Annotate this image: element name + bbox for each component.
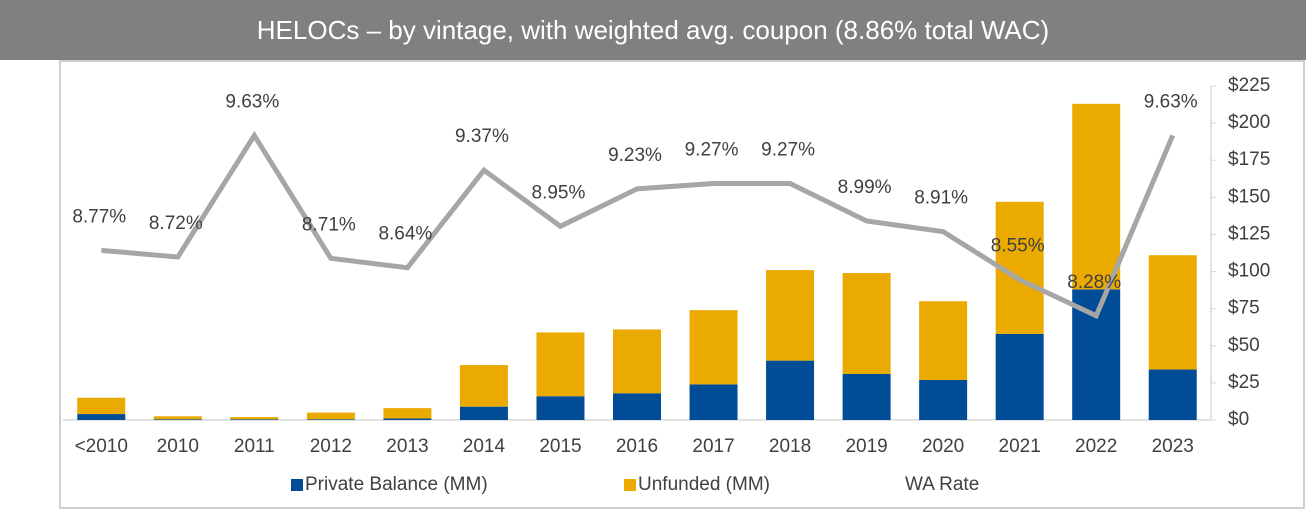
x-tick-label: 2018 bbox=[769, 436, 811, 457]
data-label: 8.91% bbox=[914, 188, 968, 209]
data-label: 8.72% bbox=[149, 213, 203, 234]
data-label: 8.77% bbox=[72, 206, 126, 227]
data-label: 9.27% bbox=[761, 140, 815, 161]
x-tick-label: 2014 bbox=[463, 436, 506, 457]
line bbox=[101, 130, 1176, 320]
bar bbox=[153, 416, 202, 420]
bar bbox=[1148, 369, 1197, 420]
bar bbox=[77, 414, 126, 420]
bar bbox=[613, 393, 661, 420]
legend-label: Private Balance (MM) bbox=[305, 474, 488, 495]
bar bbox=[1072, 103, 1121, 290]
data-label: 8.99% bbox=[838, 177, 892, 198]
x-tick-label: <2010 bbox=[75, 436, 128, 457]
bar bbox=[842, 273, 891, 374]
bar bbox=[306, 412, 355, 420]
legend-swatch bbox=[624, 479, 636, 491]
y-tick-label: $75 bbox=[1228, 298, 1260, 319]
x-tick-label: 2016 bbox=[616, 436, 658, 457]
data-label: 9.63% bbox=[1144, 91, 1198, 112]
data-label: 9.63% bbox=[225, 91, 279, 112]
data-label: 9.23% bbox=[608, 145, 662, 166]
x-tick-label: 2011 bbox=[234, 436, 275, 457]
x-tick-label: 2010 bbox=[157, 436, 199, 457]
y-tick-label: $25 bbox=[1228, 372, 1260, 393]
data-label: 8.55% bbox=[991, 236, 1045, 257]
x-tick-label: 2012 bbox=[310, 436, 352, 457]
chart-border bbox=[59, 60, 1305, 509]
y-tick-label: $175 bbox=[1228, 149, 1270, 170]
x-tick-label: 2017 bbox=[692, 436, 734, 457]
bar bbox=[306, 419, 355, 420]
legend-swatch bbox=[291, 479, 303, 491]
y-tick-label: $0 bbox=[1228, 409, 1249, 430]
data-label: 8.95% bbox=[532, 182, 586, 203]
bar bbox=[689, 310, 738, 385]
y-tick-label: $125 bbox=[1228, 223, 1270, 244]
x-tick-label: 2022 bbox=[1075, 436, 1117, 457]
y-tick-label: $50 bbox=[1228, 335, 1260, 356]
data-label: 8.64% bbox=[378, 224, 432, 245]
bar bbox=[459, 406, 508, 420]
bar bbox=[536, 332, 585, 397]
data-label: 8.71% bbox=[302, 214, 356, 235]
bar bbox=[919, 379, 968, 420]
bar bbox=[689, 384, 738, 420]
bar bbox=[383, 418, 432, 420]
bar bbox=[230, 417, 279, 420]
bar bbox=[613, 329, 661, 394]
bar bbox=[842, 373, 891, 420]
y-tick-label: $225 bbox=[1228, 75, 1270, 96]
data-label: 9.37% bbox=[455, 126, 509, 147]
y-tick-label: $100 bbox=[1228, 261, 1270, 282]
bar bbox=[995, 333, 1044, 420]
x-tick-label: 2020 bbox=[922, 436, 964, 457]
x-tick-label: 2023 bbox=[1152, 436, 1194, 457]
data-label: 8.28% bbox=[1067, 272, 1121, 293]
x-tick-label: 2013 bbox=[386, 436, 428, 457]
y-tick-label: $150 bbox=[1228, 186, 1270, 207]
bar bbox=[919, 301, 968, 380]
x-tick-label: 2021 bbox=[999, 436, 1041, 457]
x-tick-label: 2019 bbox=[845, 436, 887, 457]
bar bbox=[766, 360, 815, 420]
bar bbox=[383, 408, 432, 419]
bar bbox=[459, 365, 508, 407]
legend-label: Unfunded (MM) bbox=[638, 474, 770, 495]
y-tick-label: $200 bbox=[1228, 112, 1270, 133]
bar bbox=[766, 270, 815, 361]
x-tick-label: 2015 bbox=[539, 436, 581, 457]
bar bbox=[1148, 255, 1197, 370]
bar bbox=[230, 419, 279, 420]
data-label: 9.27% bbox=[685, 140, 739, 161]
bar bbox=[77, 397, 126, 415]
bar bbox=[536, 396, 585, 420]
title-bar bbox=[0, 0, 1306, 60]
chart-title: HELOCs – by vintage, with weighted avg. … bbox=[257, 15, 1049, 45]
bar bbox=[153, 419, 202, 420]
legend-label: WA Rate bbox=[905, 474, 979, 495]
